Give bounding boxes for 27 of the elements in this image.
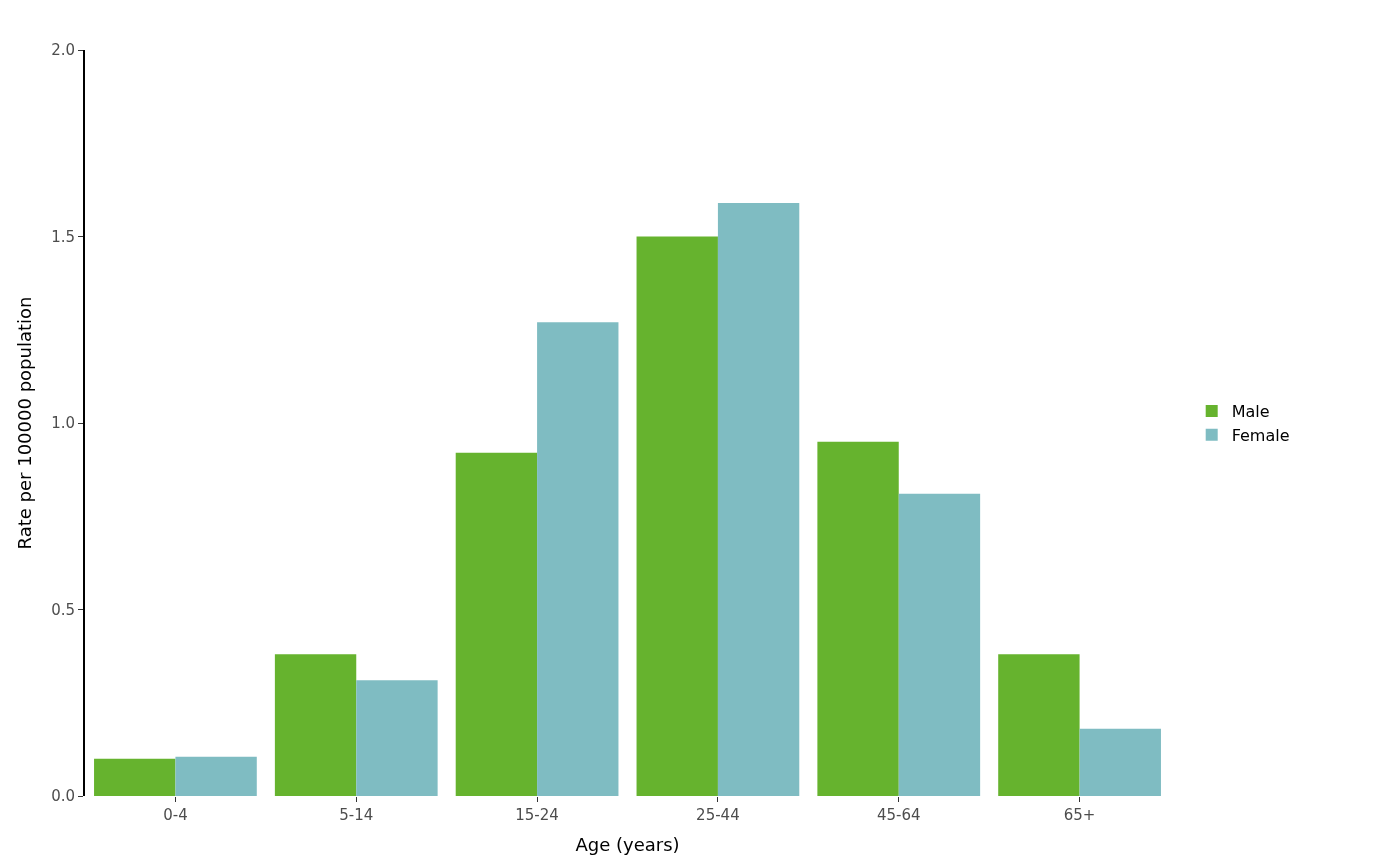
bar: [817, 441, 899, 796]
bar: [537, 322, 619, 796]
x-axis-title: Age (years): [575, 834, 680, 856]
legend-label: Female: [1231, 425, 1290, 445]
y-tick-label: 1.0: [51, 414, 75, 433]
bar: [717, 202, 800, 796]
bar: [998, 654, 1080, 796]
y-tick-label: 1.5: [51, 227, 75, 246]
y-tick-label: 0.0: [51, 787, 75, 806]
bar: [94, 758, 176, 796]
bar: [455, 452, 538, 796]
bar: [898, 493, 981, 796]
bar: [175, 756, 257, 796]
legend-label: Male: [1231, 402, 1270, 422]
y-axis-title: Rate per 100000 population: [13, 296, 35, 550]
bar: [356, 680, 438, 796]
bar: [274, 654, 357, 796]
y-tick-label: 0.5: [51, 600, 75, 619]
x-tick-label: 5-14: [339, 806, 374, 824]
bar: [1079, 728, 1161, 796]
x-tick-label: 65+: [1063, 806, 1096, 824]
x-tick-label: 45-64: [876, 806, 921, 824]
bar: [636, 236, 718, 796]
x-tick-label: 15-24: [515, 806, 559, 824]
y-tick-label: 2.0: [51, 41, 75, 60]
x-tick-label: 25-44: [696, 806, 740, 824]
x-tick-label: 0-4: [163, 806, 188, 824]
